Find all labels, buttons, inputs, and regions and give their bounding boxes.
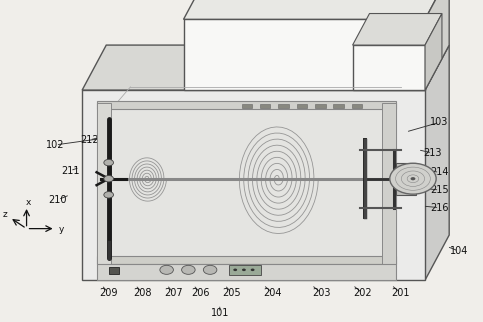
Text: 101: 101 [211,308,229,318]
Bar [97,103,396,264]
Text: 207: 207 [165,288,183,298]
Bar [352,104,362,108]
Bar [97,256,396,264]
Circle shape [251,269,255,271]
Bar [278,104,289,108]
Polygon shape [184,0,449,19]
Text: 213: 213 [423,148,441,158]
Text: 205: 205 [223,288,241,298]
Circle shape [390,163,436,194]
Text: x: x [26,198,31,207]
Text: 211: 211 [61,166,79,176]
Bar [109,267,119,274]
Polygon shape [425,45,449,280]
Circle shape [242,269,246,271]
Bar [97,264,396,280]
Text: 206: 206 [191,288,210,298]
Text: 103: 103 [430,117,449,128]
Polygon shape [353,14,442,45]
Bar [396,163,416,195]
Circle shape [411,177,415,180]
Polygon shape [425,0,449,90]
Bar [382,103,396,264]
Circle shape [182,265,195,274]
Text: 215: 215 [430,185,449,195]
Bar [97,103,111,264]
Text: 216: 216 [430,203,449,213]
Polygon shape [82,45,449,90]
Circle shape [104,192,114,198]
Text: 210: 210 [49,194,67,205]
Bar [260,104,270,108]
Bar [297,104,307,108]
Bar [97,101,396,109]
Bar [333,104,344,108]
Text: 202: 202 [353,288,371,298]
Circle shape [203,265,217,274]
Polygon shape [425,14,442,90]
Circle shape [233,269,237,271]
Bar [229,265,261,275]
Bar [315,104,326,108]
Text: 104: 104 [450,246,468,256]
Circle shape [104,159,114,166]
Text: 214: 214 [430,167,449,177]
Text: 209: 209 [99,288,118,298]
Circle shape [160,265,173,274]
Text: 208: 208 [133,288,152,298]
Text: z: z [3,210,8,219]
Bar [82,90,425,280]
Circle shape [104,175,114,182]
Bar [242,104,252,108]
Text: 201: 201 [392,288,410,298]
Text: 102: 102 [46,140,65,150]
Text: 204: 204 [264,288,282,298]
Bar [184,19,425,90]
Text: y: y [58,225,64,234]
Bar [353,45,425,90]
Text: 212: 212 [80,135,99,145]
Text: 203: 203 [312,288,330,298]
